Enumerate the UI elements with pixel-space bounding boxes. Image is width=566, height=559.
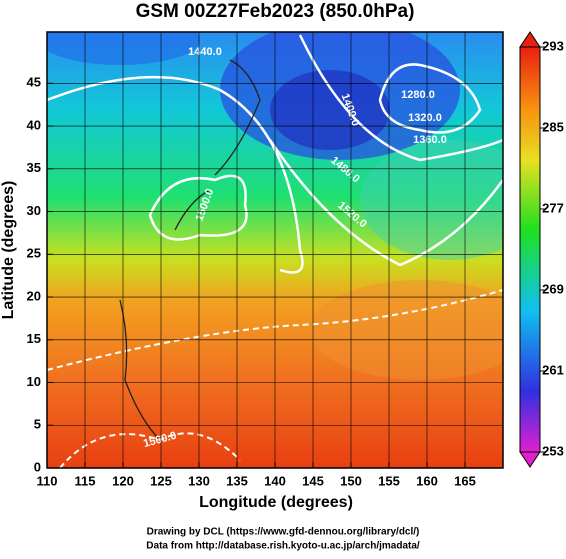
colorbar-tick-label: 269 [542,281,564,296]
y-tick-label: 20 [27,288,41,303]
x-tick-label: 125 [150,473,172,488]
x-axis-label: Longitude (degrees) [199,494,353,511]
colorbar [519,46,541,453]
x-tick-label: 110 [37,473,58,488]
footer: Data from http://database.rish.kyoto-u.a… [146,541,420,552]
x-tick-label: 120 [112,473,134,488]
y-tick-label: 10 [27,374,41,389]
y-tick-label: 0 [34,459,41,474]
colorbar-tick-label: 277 [542,200,564,215]
contour [148,174,248,241]
x-tick-label: 160 [416,473,438,488]
contour-label: 1280.0 [401,89,435,101]
cold-core [47,32,200,65]
colorbar-tick-label: 261 [542,362,564,377]
x-tick-label: 140 [264,473,286,488]
x-tick-label: 130 [188,473,210,488]
footer: Drawing by DCL (https://www.gfd-dennou.o… [147,527,420,538]
y-tick-label: 25 [27,246,41,261]
colorbar-tick-label: 253 [542,443,564,458]
contour [47,75,304,274]
contour [298,34,503,162]
contour-label: 1320.0 [408,112,442,124]
y-tick-label: 30 [27,203,41,218]
x-tick-label: 145 [302,473,324,488]
x-tick-label: 150 [340,473,362,488]
warm-region [310,280,503,380]
contour-label: 1360.0 [413,134,447,146]
warm-region [360,140,503,260]
y-tick-label: 5 [34,417,41,432]
y-tick-label: 15 [27,331,41,346]
x-tick-label: 155 [378,473,400,488]
x-tick-label: 165 [454,473,476,488]
y-tick-label: 45 [27,75,41,90]
contour [268,139,503,267]
plot-frame [46,31,504,469]
title: GSM 00Z27Feb2023 (850.0hPa) [136,1,415,22]
y-tick-label: 35 [27,160,41,175]
cold-core [270,70,390,150]
colorbar-tick-label: 285 [542,119,564,134]
contour [378,63,482,134]
x-tick-label: 135 [226,473,248,488]
colorbar-tick-label: 293 [542,38,564,53]
x-tick-label: 115 [75,473,96,488]
contour [47,289,503,371]
y-axis-label: Latitude (degrees) [0,181,17,320]
colorbar-extend [519,31,541,48]
y-tick-label: 40 [27,117,41,132]
contour-label: 1440.0 [188,46,222,58]
colorbar-extend [519,451,541,468]
